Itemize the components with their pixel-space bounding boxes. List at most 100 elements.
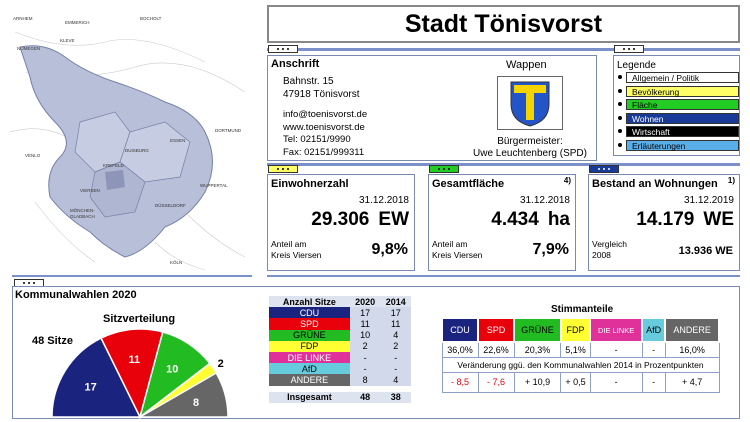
pie-label: 8 bbox=[193, 397, 199, 409]
svg-text:KREFELD: KREFELD bbox=[103, 163, 125, 168]
svg-text:BOCHOLT: BOCHOLT bbox=[140, 16, 162, 21]
share-cell: 20,3% bbox=[513, 341, 562, 358]
seat-count-cell: 2 bbox=[349, 340, 381, 352]
legend-item[interactable]: Wohnen bbox=[618, 112, 739, 124]
stat-title: Einwohnerzahl bbox=[271, 178, 349, 190]
legend-dot-icon bbox=[618, 129, 622, 133]
share-cell: 5,1% bbox=[560, 341, 591, 358]
change-cell: - bbox=[641, 371, 666, 393]
svg-text:EMMERICH: EMMERICH bbox=[65, 20, 90, 25]
seat-count-cell: 4 bbox=[380, 329, 411, 341]
stat-title: Bestand an Wohnungen bbox=[592, 178, 718, 190]
svg-text:NIJMEGEN: NIJMEGEN bbox=[17, 46, 40, 51]
seat-count-cell: 11 bbox=[380, 318, 411, 330]
stat-title: Gesamtfläche bbox=[432, 178, 505, 190]
seats-total-label: 48 Sitze bbox=[32, 335, 73, 347]
election-heading: Kommunalwahlen 2020 bbox=[15, 289, 137, 301]
mayor-label: Bürgermeister: bbox=[497, 136, 563, 147]
table-row: GRÜNE 10 4 bbox=[269, 329, 411, 341]
section-tab bbox=[268, 165, 298, 173]
pie-label: 10 bbox=[166, 364, 178, 376]
share-cell: 16,0% bbox=[664, 341, 720, 358]
legend-item[interactable]: Bevölkerung bbox=[618, 85, 739, 97]
table-row: AfD - - bbox=[269, 363, 411, 375]
seat-pie-chart: 17 11 10 2 8 bbox=[51, 328, 229, 420]
legend-item[interactable]: Erläuterungen bbox=[618, 139, 739, 151]
change-cell: - bbox=[589, 371, 643, 393]
section-tab bbox=[429, 165, 459, 173]
stat-panel: Gesamtfläche 4) 31.12.2018 4.434 ha Ante… bbox=[428, 174, 576, 271]
party-header: ANDERE bbox=[664, 317, 720, 343]
pie-label: 17 bbox=[85, 381, 97, 393]
legend-item-label: Wohnen bbox=[632, 113, 664, 124]
seat-count-cell: 4 bbox=[380, 374, 411, 386]
legend-item[interactable]: Wirtschaft bbox=[618, 126, 739, 137]
svg-text:WUPPERTAL: WUPPERTAL bbox=[200, 183, 228, 188]
seat-count-cell: - bbox=[380, 351, 411, 364]
stat-sub-label: Anteil am bbox=[271, 239, 307, 249]
web-link[interactable]: www.toenisvorst.de bbox=[283, 121, 365, 133]
legend-dot-icon bbox=[618, 75, 622, 79]
change-label: Veränderung ggü. den Kommunalwahlen 2014… bbox=[441, 356, 720, 373]
party-cell: AfD bbox=[269, 363, 350, 375]
seats-header-party: Anzahl Sitze bbox=[269, 296, 350, 308]
change-cell: + 4,7 bbox=[664, 371, 720, 393]
vote-share-table: CDU SPD GRÜNE FDP DIE LINKE AfD ANDERE 36,0% 22… bbox=[440, 317, 720, 393]
change-cell: - 7,6 bbox=[477, 371, 515, 393]
party-cell: CDU bbox=[269, 307, 350, 319]
change-cell: - 8,5 bbox=[441, 371, 479, 393]
svg-text:VENLO: VENLO bbox=[25, 153, 41, 158]
table-row: DIE LINKE - - bbox=[269, 351, 411, 364]
stat-unit: ha bbox=[547, 209, 570, 230]
stimmanteile-heading: Stimmanteile bbox=[551, 304, 614, 315]
legend-dot-icon bbox=[618, 142, 622, 147]
legend-item-label: Wirtschaft bbox=[632, 127, 670, 137]
stat-footnote: 4) bbox=[563, 176, 571, 185]
stat-panel: Einwohnerzahl 31.12.2018 29.306 EW Antei… bbox=[267, 174, 415, 271]
fax-text: Fax: 02151/999311 bbox=[283, 146, 365, 158]
stat-value: 29.306 bbox=[311, 209, 370, 230]
seat-count-cell: 2 bbox=[380, 340, 411, 352]
seat-count-cell: 17 bbox=[349, 307, 381, 319]
address-city: 47918 Tönisvorst bbox=[283, 89, 360, 100]
seats-header-2014: 2014 bbox=[380, 296, 411, 308]
svg-text:DÜSSELDORF: DÜSSELDORF bbox=[155, 202, 186, 208]
address-panel: Anschrift Bahnstr. 15 47918 Tönisvorst i… bbox=[267, 55, 597, 161]
stat-sub-label: Anteil am bbox=[432, 239, 468, 249]
table-row: CDU 17 17 bbox=[269, 307, 411, 319]
legend-item[interactable]: Allgemein / Politik bbox=[618, 72, 739, 83]
pie-title: Sitzverteilung bbox=[103, 313, 176, 325]
legend-item-label: Bevölkerung bbox=[632, 86, 680, 97]
svg-text:KLEVE: KLEVE bbox=[60, 38, 75, 43]
svg-text:DORTMUND: DORTMUND bbox=[215, 128, 242, 133]
address-street: Bahnstr. 15 bbox=[283, 76, 334, 87]
party-header: AfD bbox=[641, 317, 667, 343]
wappen-heading: Wappen bbox=[506, 59, 547, 71]
table-row: SPD 11 11 bbox=[269, 318, 411, 330]
section-tab bbox=[268, 45, 298, 53]
legend-panel: Legende Allgemein / Politik Bevölkerung Fl… bbox=[613, 55, 740, 156]
svg-text:VIERSEN: VIERSEN bbox=[80, 188, 100, 193]
stat-panel: Bestand an Wohnungen 1) 31.12.2019 14.17… bbox=[588, 174, 740, 271]
svg-text:DUISBURG: DUISBURG bbox=[125, 148, 149, 153]
seat-count-cell: - bbox=[349, 363, 381, 375]
table-row: ANDERE 8 4 bbox=[269, 374, 411, 386]
pie-slice-spd bbox=[100, 328, 164, 420]
share-cell: - bbox=[589, 341, 643, 358]
seats-total-label: Insgesamt bbox=[287, 392, 332, 403]
pie-slice-cdu bbox=[51, 337, 142, 418]
party-header: CDU bbox=[440, 317, 480, 343]
pie-label: 11 bbox=[128, 354, 140, 366]
party-cell: FDP bbox=[269, 340, 350, 352]
address-heading: Anschrift bbox=[271, 58, 320, 70]
legend-item[interactable]: Fläche bbox=[618, 99, 739, 110]
legend-heading: Legende bbox=[617, 60, 656, 71]
stat-date: 31.12.2018 bbox=[519, 195, 570, 206]
legend-item-label: Fläche bbox=[632, 100, 658, 110]
legend-dot-icon bbox=[618, 115, 622, 120]
legend-item-label: Allgemein / Politik bbox=[632, 73, 700, 83]
section-tab bbox=[589, 165, 619, 173]
legend-dot-icon bbox=[618, 102, 622, 106]
change-cell: + 10,9 bbox=[513, 371, 562, 393]
email-link[interactable]: info@toenisvorst.de bbox=[283, 109, 368, 120]
